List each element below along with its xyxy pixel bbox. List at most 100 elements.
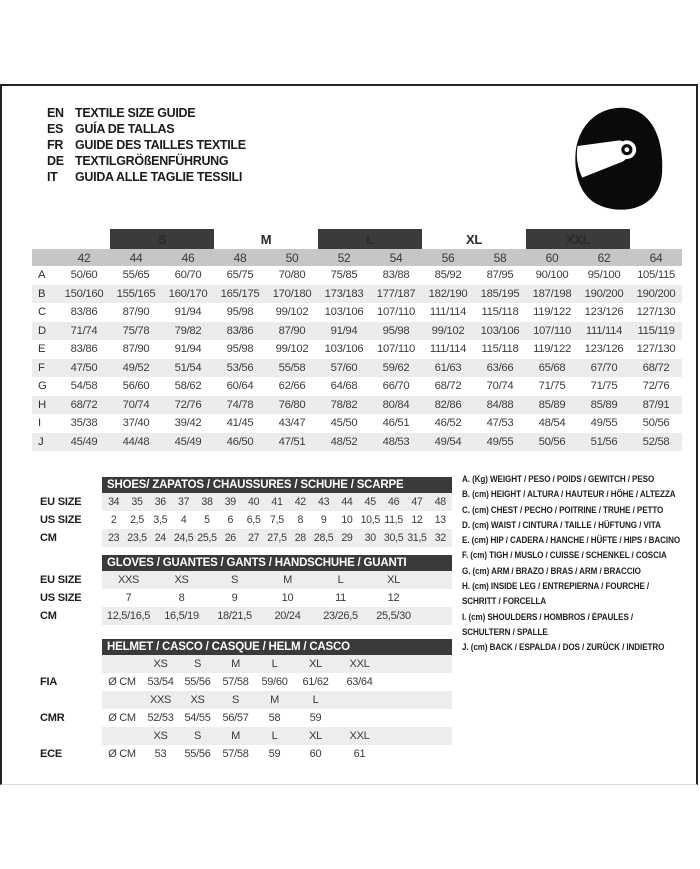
size-value-cell: 107/110: [377, 343, 415, 356]
size-cell: 53: [154, 748, 167, 760]
size-value-cell: 59/62: [370, 358, 422, 377]
size-cell: 60: [309, 748, 322, 760]
corner-cell: [32, 229, 58, 249]
language-label: TEXTILGRÖßENFÜHRUNG: [75, 154, 229, 168]
size-cell: 44: [335, 493, 359, 511]
size-value-cell: 70/80: [278, 269, 306, 282]
size-cell: L: [255, 727, 294, 745]
size-cell: 46: [381, 493, 406, 511]
size-value-cell: 177/187: [370, 284, 422, 303]
legend-line: E. (cm) HIP / CADERA / HANCHE / HÜFTE / …: [462, 535, 681, 547]
size-value-cell: 115/119: [630, 321, 683, 340]
row-letter-cell: A: [38, 269, 46, 282]
helmet-title-bar: HELMET / CASCO / CASQUE / HELM / CASCO: [102, 639, 452, 655]
size-cell: XXL: [337, 727, 382, 745]
side-label-gloves-cm: CM: [40, 610, 57, 622]
language-code: FR: [47, 138, 64, 152]
size-group-cell: XXL: [526, 229, 631, 249]
size-value-cell: 160/170: [162, 284, 214, 303]
size-cell: 9: [231, 592, 238, 604]
size-cell: 25,5/30: [367, 607, 420, 625]
table-row: 7 8 9 10 11 12: [102, 589, 452, 607]
size-value-cell: 83/86: [70, 306, 98, 319]
language-row: ES GUÍA DE TALLAS: [47, 121, 246, 137]
size-value-cell: 76/80: [266, 395, 318, 414]
size-value-cell: 58/62: [174, 380, 202, 393]
size-cell: 2: [110, 514, 117, 526]
size-value-cell: 35/38: [70, 417, 98, 430]
size-value-cell: 45/49: [58, 432, 110, 451]
size-value-cell: 99/102: [275, 306, 309, 319]
row-letter-cell: E: [38, 343, 46, 356]
table-row: XXS XS S M L XL: [102, 571, 452, 589]
size-value-cell: 155/165: [110, 284, 162, 303]
size-cell: 20/24: [261, 607, 314, 625]
size-value-cell: 45/50: [330, 417, 358, 430]
row-letter-cell: I: [38, 417, 41, 430]
size-cell: 29: [335, 529, 359, 547]
size-number-cell: 62: [578, 249, 631, 266]
size-number-cell: 64: [630, 249, 683, 266]
size-cell: 57/58: [222, 748, 249, 760]
size-cell: XL: [294, 727, 337, 745]
size-cell: 57/58: [222, 676, 249, 688]
legend-line: F. (cm) TIGH / MUSLO / CUISSE / SCHENKEL…: [462, 550, 667, 562]
measure-row: I 35/38 37/40 39/42 41/45 43/47 45/50 46/51 46/5…: [32, 414, 682, 433]
size-value-cell: 83/88: [382, 269, 410, 282]
size-cell: 16,5/19: [155, 607, 208, 625]
size-cell: 55/56: [184, 676, 211, 688]
size-cell: [102, 655, 142, 673]
size-cell: 34: [102, 493, 126, 511]
size-cell: 10: [281, 592, 294, 604]
size-value-cell: 87/95: [486, 269, 514, 282]
size-number-cell: 58: [474, 249, 527, 266]
size-number-row: 42 44 46 48 50 52 54 56 58 60 62 64: [32, 249, 683, 266]
size-value-cell: 53/56: [214, 358, 266, 377]
size-value-cell: 65/68: [526, 358, 579, 377]
table-row: 12,5/16,5 16,5/19 18/21,5 20/24 23/26,5 25,5/…: [102, 607, 452, 625]
table-row: XXS XS S M L: [102, 691, 452, 709]
size-cell: 23: [102, 529, 126, 547]
size-value-cell: 68/72: [434, 380, 462, 393]
table-row: Ø CM 52/53 54/55 56/57 58 59: [102, 709, 452, 727]
table-row: 2 2,5 3,5 4 5 6 6,5 7,5 8 9 10 10,5 11,5 12 13: [102, 511, 452, 529]
language-label: GUIDA ALLE TAGLIE TESSILI: [75, 170, 243, 184]
size-value-cell: 123/126: [584, 343, 624, 356]
size-value-cell: 46/51: [382, 417, 410, 430]
size-cell: 30,5: [381, 529, 406, 547]
row-letter-cell: D: [32, 321, 58, 340]
size-group-cell: [58, 229, 110, 249]
size-group-row: S M L XL XXL: [32, 229, 682, 249]
size-value-cell: 190/200: [630, 284, 683, 303]
language-code: DE: [47, 154, 64, 168]
size-number-cell: 56: [422, 249, 474, 266]
size-value-cell: 111/114: [429, 306, 467, 319]
size-cell: S: [208, 571, 261, 589]
side-label-helmet-cmr: CMR: [40, 712, 65, 724]
table-row: Ø CM 53 55/56 57/58 59 60 61: [102, 745, 452, 763]
size-value-cell: 80/84: [370, 395, 422, 414]
size-cell: [382, 691, 452, 709]
size-value-cell: 190/200: [578, 284, 631, 303]
size-value-cell: 55/65: [122, 269, 150, 282]
measure-row: G 54/58 56/60 58/62 60/64 62/66 64/68 66/70 68/7…: [32, 377, 682, 396]
size-value-cell: 91/94: [174, 343, 202, 356]
size-value-cell: 49/55: [474, 432, 527, 451]
size-value-cell: 49/54: [422, 432, 474, 451]
size-cell: 63/64: [346, 676, 373, 688]
size-cell: XXL: [337, 655, 382, 673]
size-number-cell: 48: [214, 249, 266, 266]
size-cell: 10,5: [360, 514, 381, 526]
size-value-cell: 48/52: [318, 432, 370, 451]
size-cell: 48: [428, 493, 452, 511]
size-cell: 39: [218, 493, 242, 511]
language-label: TEXTILE SIZE GUIDE: [75, 106, 196, 120]
size-value-cell: 43/47: [278, 417, 306, 430]
size-cell: L: [255, 655, 294, 673]
size-number-cell: 54: [370, 249, 422, 266]
size-value-cell: 173/183: [318, 284, 370, 303]
size-cell: 11,5: [384, 514, 403, 526]
size-cell: XXS: [102, 571, 155, 589]
size-cell: [382, 673, 452, 691]
size-value-cell: 187/198: [526, 284, 579, 303]
